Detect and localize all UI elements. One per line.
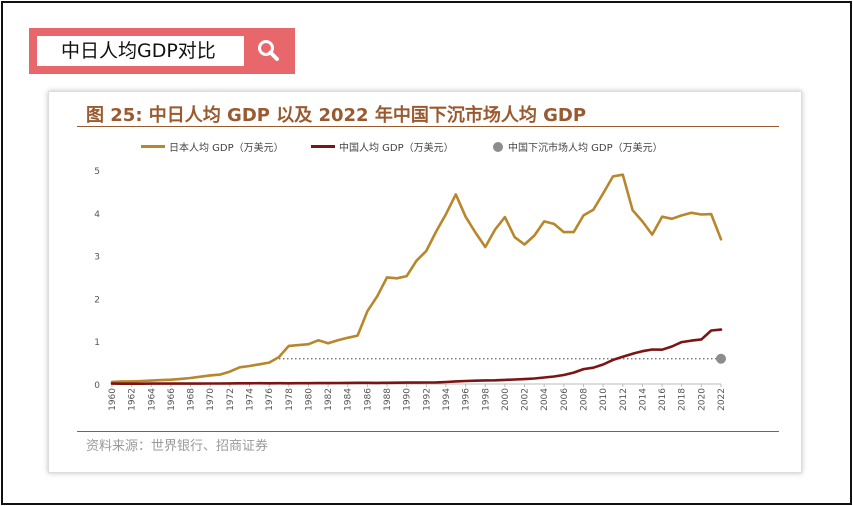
- x-tick-label: 1960: [108, 388, 118, 411]
- x-tick-label: 1998: [481, 388, 491, 411]
- x-tick-label: 1986: [363, 388, 373, 411]
- x-tick-label: 2014: [638, 388, 648, 411]
- x-tick-label: 2010: [599, 388, 609, 411]
- x-tick-label: 1972: [226, 388, 236, 411]
- search-icon[interactable]: [255, 37, 283, 65]
- x-tick-label: 1988: [383, 388, 393, 411]
- x-tick-label: 2012: [619, 388, 629, 411]
- y-tick-label: 3: [94, 253, 100, 263]
- legend-label-japan: 日本人均 GDP（万美元）: [169, 143, 284, 154]
- x-tick-label: 1964: [147, 388, 157, 411]
- title-divider: [77, 126, 779, 127]
- y-tick-label: 0: [94, 381, 100, 391]
- y-tick-label: 4: [94, 210, 100, 220]
- x-tick-label: 1974: [246, 388, 256, 411]
- bottom-divider: [77, 431, 779, 432]
- x-tick-label: 2020: [697, 388, 707, 411]
- y-tick-label: 1: [94, 338, 100, 348]
- y-tick-label: 2: [94, 295, 100, 305]
- x-tick-label: 2016: [658, 388, 668, 411]
- x-tick-label: 1992: [422, 388, 432, 411]
- legend-item-japan: 日本人均 GDP（万美元）: [141, 139, 284, 154]
- x-tick-label: 1990: [403, 388, 413, 411]
- x-tick-label: 1966: [167, 388, 177, 411]
- x-tick-label: 2018: [678, 388, 688, 411]
- x-tick-label: 2008: [579, 388, 589, 411]
- x-tick-label: 1984: [344, 388, 354, 411]
- x-tick-label: 1962: [128, 388, 138, 411]
- x-tick-label: 1994: [442, 388, 452, 411]
- x-tick-label: 1970: [206, 388, 216, 411]
- source-note: 资料来源：世界银行、招商证券: [86, 439, 269, 454]
- x-tick-label: 2004: [540, 388, 550, 411]
- legend-item-lower-tier: 中国下沉市场人均 GDP（万美元）: [493, 139, 663, 154]
- lower-tier-point: [716, 353, 726, 364]
- x-tick-label: 1982: [324, 388, 334, 411]
- x-tick-label: 1978: [285, 388, 295, 411]
- search-bar[interactable]: 中日人均GDP对比: [29, 28, 295, 74]
- chart-plot: 0 1 2 3 4 5 1960 1962 1964 1966 1968 1970 1972 1974 19…: [94, 167, 727, 411]
- search-input[interactable]: 中日人均GDP对比: [37, 36, 244, 66]
- x-tick-label: 1980: [304, 388, 314, 411]
- x-tick-label: 2002: [521, 388, 531, 411]
- x-tick-label: 1968: [187, 388, 197, 411]
- chart-card: 图 25: 中日人均 GDP 以及 2022 年中国下沉市场人均 GDP 日本人…: [48, 91, 802, 473]
- legend-swatch-japan: [141, 145, 165, 148]
- y-tick-label: 5: [94, 167, 100, 177]
- x-tick-label: 2006: [560, 388, 570, 411]
- series-line-china: [110, 328, 723, 386]
- legend-swatch-china: [311, 145, 335, 148]
- legend-label-china: 中国人均 GDP（万美元）: [339, 143, 454, 154]
- legend-label-lower-tier: 中国下沉市场人均 GDP（万美元）: [508, 143, 663, 154]
- series-line-japan: [110, 173, 723, 384]
- x-tick-label: 1976: [265, 388, 275, 411]
- x-tick-label: 2000: [501, 388, 511, 411]
- x-tick-label: 1996: [462, 388, 472, 411]
- legend-swatch-lower-tier: [493, 141, 503, 152]
- x-tick-label: 2022: [717, 388, 727, 411]
- chart-title: 图 25: 中日人均 GDP 以及 2022 年中国下沉市场人均 GDP: [86, 105, 587, 126]
- legend-item-china: 中国人均 GDP（万美元）: [311, 139, 454, 154]
